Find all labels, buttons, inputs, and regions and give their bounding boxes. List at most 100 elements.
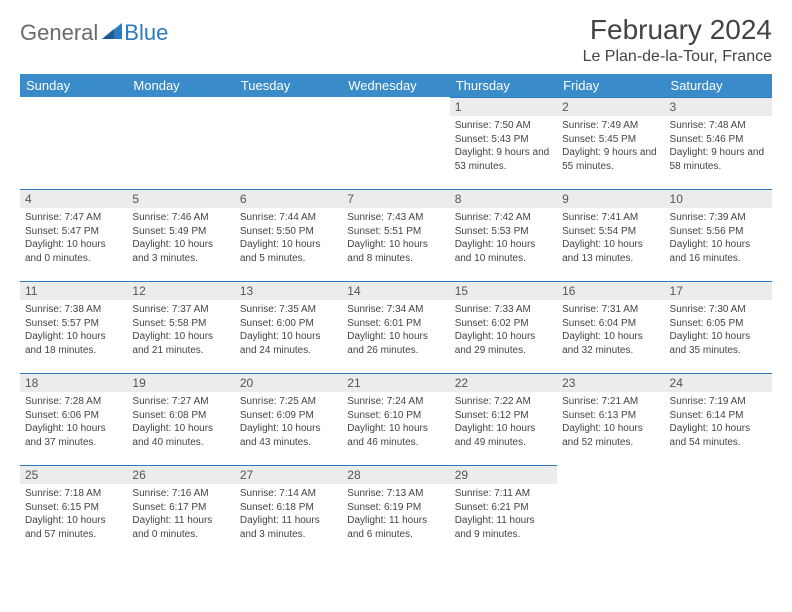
day-details: Sunrise: 7:46 AMSunset: 5:49 PMDaylight:… [127, 208, 234, 267]
daylight-text: Daylight: 9 hours and 55 minutes. [562, 146, 659, 173]
calendar-week-row: 18Sunrise: 7:28 AMSunset: 6:06 PMDayligh… [20, 373, 772, 465]
calendar-day-cell: 19Sunrise: 7:27 AMSunset: 6:08 PMDayligh… [127, 373, 234, 465]
calendar-day-cell: 7Sunrise: 7:43 AMSunset: 5:51 PMDaylight… [342, 189, 449, 281]
daylight-text: Daylight: 10 hours and 0 minutes. [25, 238, 122, 265]
daylight-text: Daylight: 10 hours and 18 minutes. [25, 330, 122, 357]
day-details: Sunrise: 7:38 AMSunset: 5:57 PMDaylight:… [20, 300, 127, 359]
day-details: Sunrise: 7:43 AMSunset: 5:51 PMDaylight:… [342, 208, 449, 267]
day-number: 18 [20, 373, 127, 392]
daylight-text: Daylight: 10 hours and 49 minutes. [455, 422, 552, 449]
calendar-week-row: 4Sunrise: 7:47 AMSunset: 5:47 PMDaylight… [20, 189, 772, 281]
day-details: Sunrise: 7:25 AMSunset: 6:09 PMDaylight:… [235, 392, 342, 451]
sunset-text: Sunset: 6:18 PM [240, 501, 337, 515]
calendar-day-cell: 21Sunrise: 7:24 AMSunset: 6:10 PMDayligh… [342, 373, 449, 465]
sunrise-text: Sunrise: 7:38 AM [25, 303, 122, 317]
day-number: 24 [665, 373, 772, 392]
daylight-text: Daylight: 11 hours and 6 minutes. [347, 514, 444, 541]
day-number: 19 [127, 373, 234, 392]
sunset-text: Sunset: 5:57 PM [25, 317, 122, 331]
daylight-text: Daylight: 9 hours and 58 minutes. [670, 146, 767, 173]
daylight-text: Daylight: 10 hours and 52 minutes. [562, 422, 659, 449]
day-number: 23 [557, 373, 664, 392]
calendar-day-cell [20, 97, 127, 189]
weekday-header-row: Sunday Monday Tuesday Wednesday Thursday… [20, 74, 772, 97]
calendar-day-cell [557, 465, 664, 557]
daylight-text: Daylight: 10 hours and 10 minutes. [455, 238, 552, 265]
day-details: Sunrise: 7:49 AMSunset: 5:45 PMDaylight:… [557, 116, 664, 175]
sunrise-text: Sunrise: 7:33 AM [455, 303, 552, 317]
day-number: 21 [342, 373, 449, 392]
daylight-text: Daylight: 10 hours and 29 minutes. [455, 330, 552, 357]
calendar-day-cell: 26Sunrise: 7:16 AMSunset: 6:17 PMDayligh… [127, 465, 234, 557]
sunset-text: Sunset: 6:15 PM [25, 501, 122, 515]
sunrise-text: Sunrise: 7:43 AM [347, 211, 444, 225]
sunrise-text: Sunrise: 7:34 AM [347, 303, 444, 317]
day-number: 25 [20, 465, 127, 484]
sunrise-text: Sunrise: 7:28 AM [25, 395, 122, 409]
calendar-day-cell: 16Sunrise: 7:31 AMSunset: 6:04 PMDayligh… [557, 281, 664, 373]
daylight-text: Daylight: 11 hours and 9 minutes. [455, 514, 552, 541]
daylight-text: Daylight: 10 hours and 46 minutes. [347, 422, 444, 449]
sunrise-text: Sunrise: 7:16 AM [132, 487, 229, 501]
page-header: General Blue February 2024 Le Plan-de-la… [20, 14, 772, 66]
daylight-text: Daylight: 10 hours and 43 minutes. [240, 422, 337, 449]
day-number: 9 [557, 189, 664, 208]
day-details: Sunrise: 7:41 AMSunset: 5:54 PMDaylight:… [557, 208, 664, 267]
sunset-text: Sunset: 5:53 PM [455, 225, 552, 239]
sunset-text: Sunset: 6:13 PM [562, 409, 659, 423]
calendar-day-cell: 5Sunrise: 7:46 AMSunset: 5:49 PMDaylight… [127, 189, 234, 281]
weekday-header: Sunday [20, 74, 127, 97]
calendar-day-cell: 14Sunrise: 7:34 AMSunset: 6:01 PMDayligh… [342, 281, 449, 373]
daylight-text: Daylight: 10 hours and 8 minutes. [347, 238, 444, 265]
calendar-day-cell [127, 97, 234, 189]
sunrise-text: Sunrise: 7:41 AM [562, 211, 659, 225]
day-number: 26 [127, 465, 234, 484]
daylight-text: Daylight: 10 hours and 35 minutes. [670, 330, 767, 357]
sunrise-text: Sunrise: 7:22 AM [455, 395, 552, 409]
daylight-text: Daylight: 10 hours and 13 minutes. [562, 238, 659, 265]
sunset-text: Sunset: 6:21 PM [455, 501, 552, 515]
sunset-text: Sunset: 6:02 PM [455, 317, 552, 331]
sunrise-text: Sunrise: 7:39 AM [670, 211, 767, 225]
day-details: Sunrise: 7:50 AMSunset: 5:43 PMDaylight:… [450, 116, 557, 175]
calendar-day-cell: 10Sunrise: 7:39 AMSunset: 5:56 PMDayligh… [665, 189, 772, 281]
day-number: 17 [665, 281, 772, 300]
calendar-day-cell: 12Sunrise: 7:37 AMSunset: 5:58 PMDayligh… [127, 281, 234, 373]
logo: General Blue [20, 20, 168, 46]
sunrise-text: Sunrise: 7:11 AM [455, 487, 552, 501]
daylight-text: Daylight: 11 hours and 3 minutes. [240, 514, 337, 541]
sunset-text: Sunset: 6:05 PM [670, 317, 767, 331]
sunrise-text: Sunrise: 7:46 AM [132, 211, 229, 225]
calendar-day-cell: 23Sunrise: 7:21 AMSunset: 6:13 PMDayligh… [557, 373, 664, 465]
calendar-day-cell: 24Sunrise: 7:19 AMSunset: 6:14 PMDayligh… [665, 373, 772, 465]
day-number: 12 [127, 281, 234, 300]
sunrise-text: Sunrise: 7:30 AM [670, 303, 767, 317]
day-details: Sunrise: 7:28 AMSunset: 6:06 PMDaylight:… [20, 392, 127, 451]
day-details: Sunrise: 7:44 AMSunset: 5:50 PMDaylight:… [235, 208, 342, 267]
day-number: 11 [20, 281, 127, 300]
sunset-text: Sunset: 6:19 PM [347, 501, 444, 515]
daylight-text: Daylight: 10 hours and 16 minutes. [670, 238, 767, 265]
calendar-day-cell: 11Sunrise: 7:38 AMSunset: 5:57 PMDayligh… [20, 281, 127, 373]
calendar-table: Sunday Monday Tuesday Wednesday Thursday… [20, 74, 772, 557]
day-details: Sunrise: 7:27 AMSunset: 6:08 PMDaylight:… [127, 392, 234, 451]
day-details: Sunrise: 7:42 AMSunset: 5:53 PMDaylight:… [450, 208, 557, 267]
sunrise-text: Sunrise: 7:25 AM [240, 395, 337, 409]
sunset-text: Sunset: 5:56 PM [670, 225, 767, 239]
sunset-text: Sunset: 6:06 PM [25, 409, 122, 423]
daylight-text: Daylight: 10 hours and 26 minutes. [347, 330, 444, 357]
calendar-week-row: 11Sunrise: 7:38 AMSunset: 5:57 PMDayligh… [20, 281, 772, 373]
day-details: Sunrise: 7:24 AMSunset: 6:10 PMDaylight:… [342, 392, 449, 451]
calendar-week-row: 25Sunrise: 7:18 AMSunset: 6:15 PMDayligh… [20, 465, 772, 557]
sunset-text: Sunset: 6:00 PM [240, 317, 337, 331]
day-number: 28 [342, 465, 449, 484]
calendar-day-cell: 3Sunrise: 7:48 AMSunset: 5:46 PMDaylight… [665, 97, 772, 189]
day-details: Sunrise: 7:11 AMSunset: 6:21 PMDaylight:… [450, 484, 557, 543]
calendar-body: 1Sunrise: 7:50 AMSunset: 5:43 PMDaylight… [20, 97, 772, 557]
sunset-text: Sunset: 5:51 PM [347, 225, 444, 239]
sunset-text: Sunset: 5:46 PM [670, 133, 767, 147]
daylight-text: Daylight: 10 hours and 40 minutes. [132, 422, 229, 449]
day-number: 16 [557, 281, 664, 300]
calendar-day-cell [342, 97, 449, 189]
daylight-text: Daylight: 10 hours and 21 minutes. [132, 330, 229, 357]
